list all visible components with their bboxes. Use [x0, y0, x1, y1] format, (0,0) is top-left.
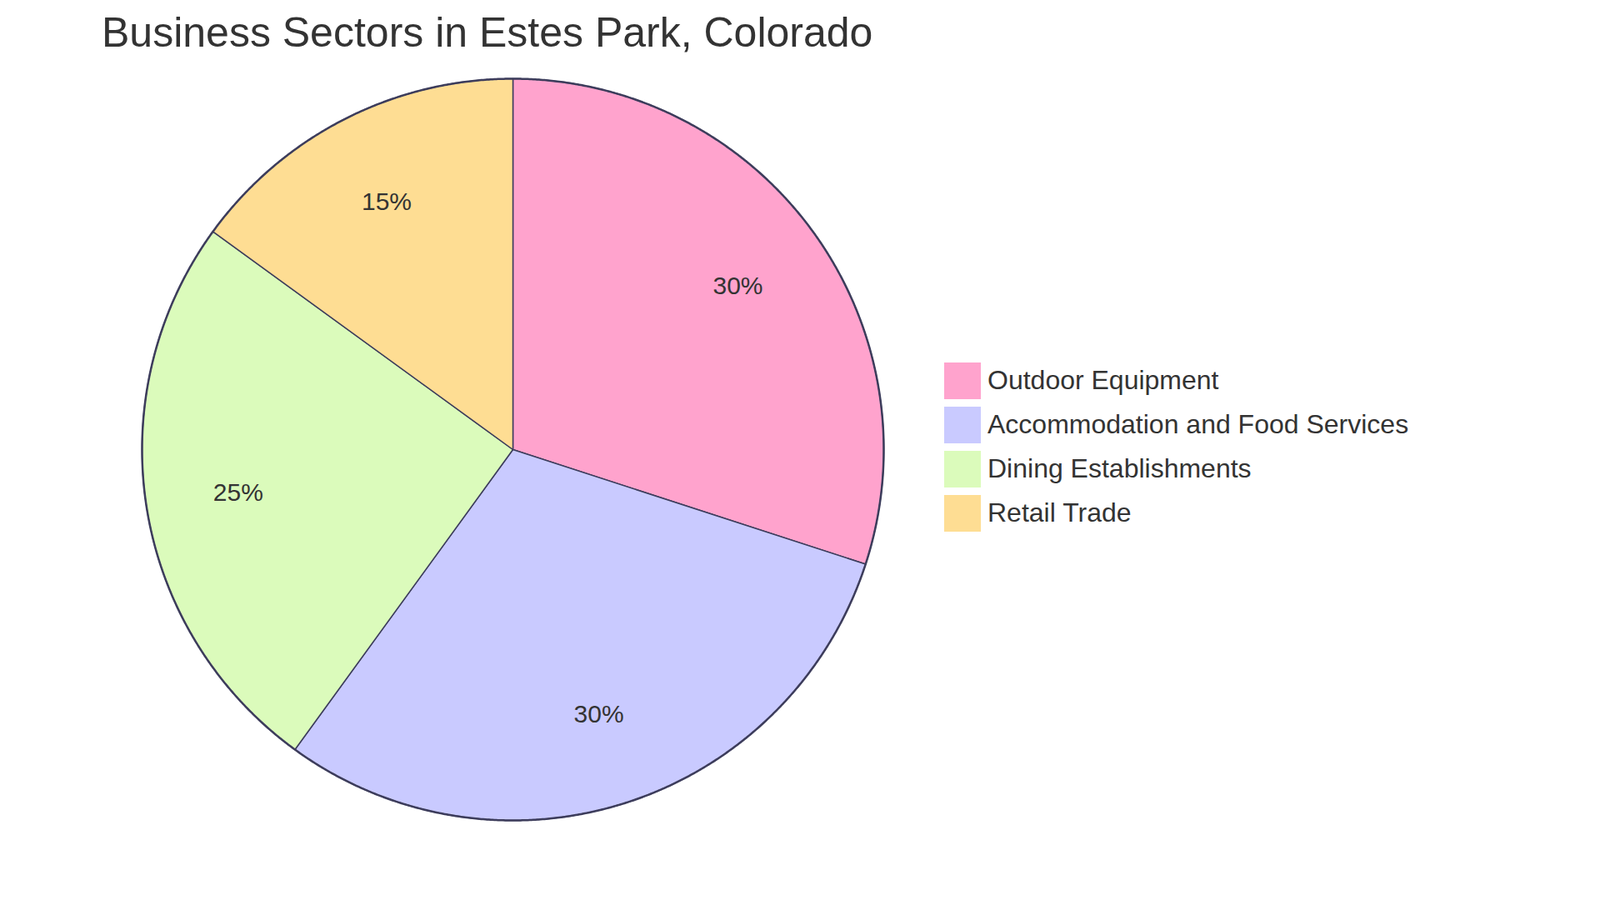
html-text:Dining Establishments: Dining Establishments — [987, 453, 1252, 484]
html-text:Business Sectors in Estes Park: Business Sectors in Estes Park, Colorado — [101, 9, 873, 56]
svg-text:15%: 15% — [361, 187, 412, 215]
html-text:Outdoor Equipment: Outdoor Equipment — [987, 365, 1219, 395]
svg-text:30%: 30% — [574, 700, 625, 728]
html-text:Retail Trade: Retail Trade — [987, 497, 1132, 528]
svg-text:25%: 25% — [213, 478, 264, 506]
html-text:Accommodation and Food Service: Accommodation and Food Services — [987, 409, 1409, 440]
svg-text:30%: 30% — [712, 271, 763, 300]
